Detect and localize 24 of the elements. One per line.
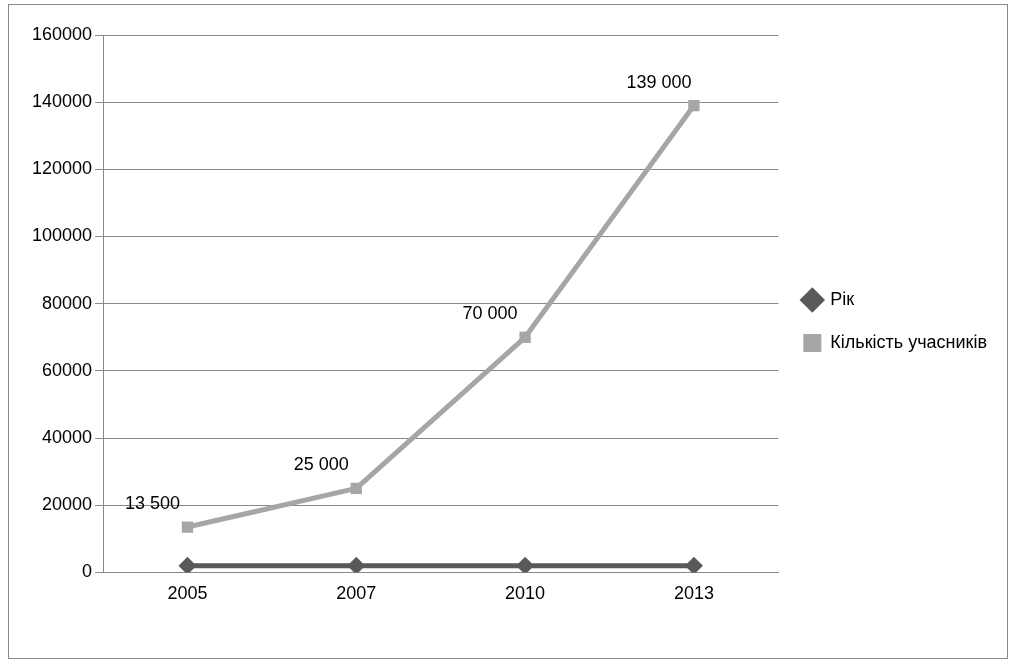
data-label: 25 000: [293, 454, 349, 475]
y-tick-label: 160000: [31, 23, 93, 44]
x-tick-label: 2007: [336, 583, 377, 604]
y-tick-label: 60000: [42, 359, 93, 380]
y-tick-label: 0: [82, 561, 93, 582]
point: [350, 482, 362, 495]
y-tick-label: 20000: [42, 494, 93, 515]
x-tick-label: 2010: [505, 583, 546, 604]
y-tick-label: 80000: [42, 292, 93, 313]
point: [181, 521, 194, 533]
y-tick-label: 40000: [42, 427, 93, 448]
y-tick-label: 140000: [31, 91, 93, 112]
legend-label: Кількість учасників: [830, 331, 987, 352]
data-label: 139 000: [626, 71, 692, 92]
point: [688, 99, 700, 112]
data-label: 13 500: [124, 493, 180, 514]
data-label: 70 000: [462, 303, 518, 324]
x-tick-label: 2013: [673, 583, 714, 604]
x-tick-label: 2005: [167, 583, 208, 604]
point: [519, 331, 531, 343]
point: [178, 556, 197, 573]
legend-label: Рік: [830, 288, 855, 309]
y-tick-label: 100000: [31, 225, 93, 246]
y-tick-label: 120000: [31, 158, 93, 179]
